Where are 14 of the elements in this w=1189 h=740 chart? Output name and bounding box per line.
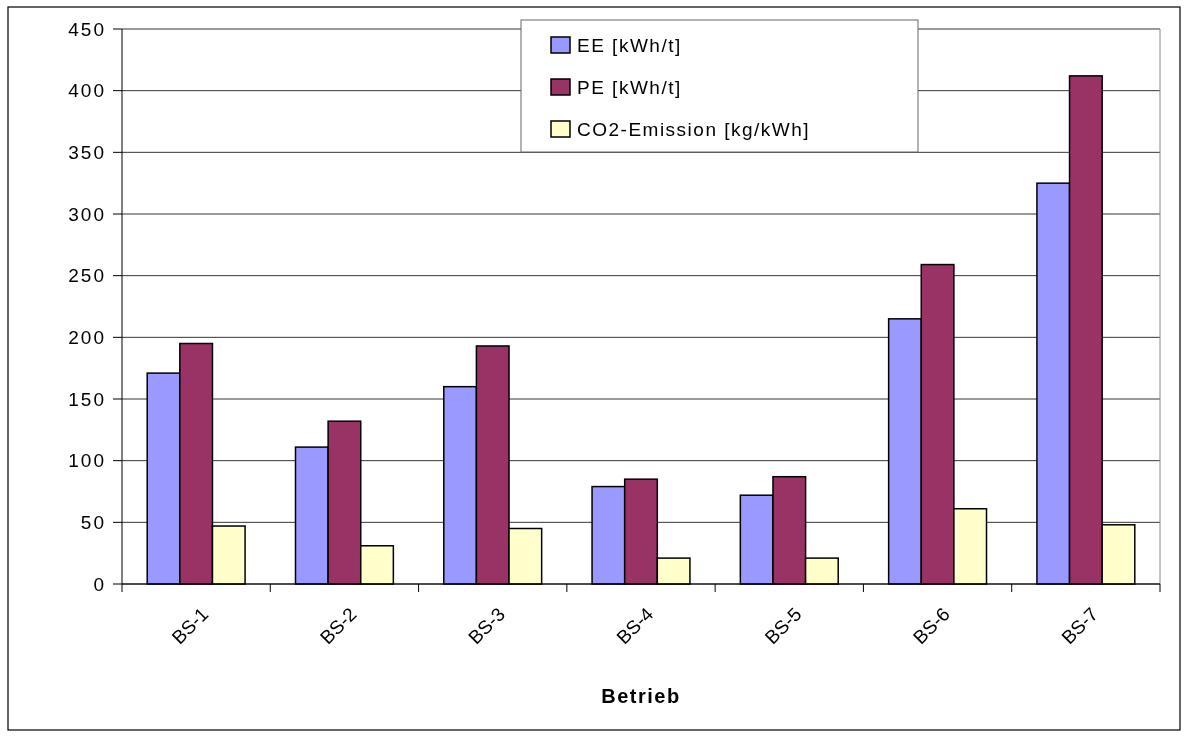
y-tick-label: 200: [68, 326, 106, 348]
y-tick-label: 250: [68, 265, 106, 287]
y-tick-label: 50: [80, 511, 106, 533]
y-tick-label: 350: [68, 141, 106, 163]
y-tick-label: 300: [68, 203, 106, 225]
legend-label: CO2-Emission [kg/kWh]: [577, 118, 811, 140]
legend-label: EE [kWh/t]: [577, 34, 682, 56]
y-tick-label: 100: [68, 450, 106, 472]
y-tick-label: 400: [68, 80, 106, 102]
x-axis-title: Betrieb: [601, 685, 681, 707]
legend-label: PE [kWh/t]: [577, 76, 682, 98]
y-tick-label: 0: [93, 573, 106, 595]
y-tick-label: 450: [68, 18, 106, 40]
y-tick-label: 150: [68, 388, 106, 410]
